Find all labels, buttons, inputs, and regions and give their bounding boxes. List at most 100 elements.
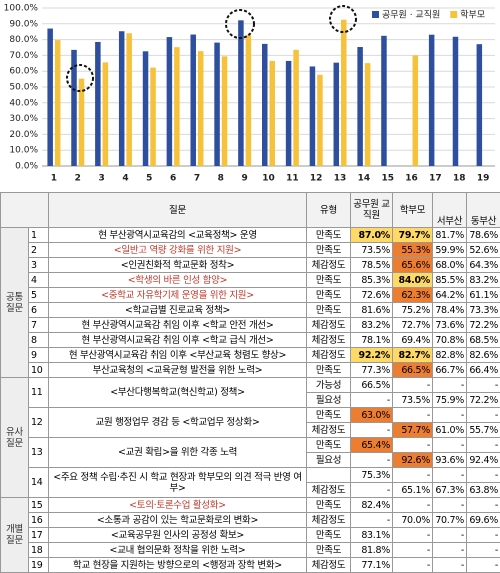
question: 학교 현장을 지원하는 방향으로의 <행정과 장학 변화>	[49, 558, 307, 573]
value-cell: 72.6%	[351, 288, 393, 303]
question: 현 부산광역시교육감 취임 이후 <학교 급식 개선>	[49, 333, 307, 348]
type: 체감정도	[307, 318, 351, 333]
value-cell: -	[393, 498, 433, 513]
x-tick-label: 7	[194, 174, 200, 184]
y-tick-label: 0.0%	[15, 162, 38, 172]
x-tick-label: 17	[429, 174, 442, 184]
x-tick-label: 19	[477, 174, 490, 184]
value-cell: -	[393, 543, 433, 558]
x-tick-label: 10	[262, 174, 275, 184]
type: 만족도	[307, 288, 351, 303]
question: <교육공무원 인사의 공정성 확보>	[49, 528, 307, 543]
row-number: 17	[29, 528, 49, 543]
row-number: 10	[29, 363, 49, 378]
value-cell: 81.6%	[351, 303, 393, 318]
question: <토의·토론수업 활성화>	[49, 498, 307, 513]
type: 만족도	[307, 303, 351, 318]
row-number: 5	[29, 288, 49, 303]
type	[307, 468, 351, 483]
question: <소통과 공감이 있는 학교문화로의 변화>	[49, 513, 307, 528]
row-number: 7	[29, 318, 49, 333]
type: 체감정도	[307, 483, 351, 498]
value-cell: 92.2%	[351, 348, 393, 363]
header-cell: 공무원 교직원	[351, 193, 393, 228]
type: 체감정도	[307, 348, 351, 363]
value-cell: 67.3%	[433, 483, 467, 498]
bar	[270, 61, 276, 166]
header-cell: 학부모	[393, 193, 433, 228]
type: 만족도	[307, 243, 351, 258]
question: <일반고 역량 강화를 위한 지원>	[49, 243, 307, 258]
bar	[381, 36, 387, 166]
value-cell: -	[393, 438, 433, 453]
bar	[214, 43, 220, 166]
value-cell: 72.2%	[467, 318, 500, 333]
y-tick-label: 70.0%	[9, 51, 38, 61]
value-cell: 82.6%	[467, 348, 500, 363]
x-tick-label: 2	[75, 174, 81, 184]
group-label: 유사 질문	[1, 378, 29, 498]
value-cell: 70.0%	[393, 513, 433, 528]
y-tick-label: 30.0%	[9, 114, 38, 124]
bar	[47, 29, 53, 166]
value-cell: 78.4%	[433, 303, 467, 318]
value-cell: 70.7%	[433, 513, 467, 528]
value-cell: -	[433, 408, 467, 423]
bar	[334, 63, 340, 166]
group-label: 개별 질문	[1, 498, 29, 573]
type: 만족도	[307, 408, 351, 423]
value-cell: 85.3%	[351, 273, 393, 288]
bar	[222, 56, 228, 166]
bar	[246, 35, 252, 166]
value-cell: 93.6%	[433, 453, 467, 468]
row-number: 1	[29, 228, 49, 243]
y-tick-label: 40.0%	[9, 98, 38, 108]
value-cell: 62.3%	[393, 288, 433, 303]
value-cell: -	[351, 423, 393, 438]
row-number: 6	[29, 303, 49, 318]
x-tick-label: 12	[310, 174, 323, 184]
bar	[167, 37, 173, 166]
value-cell: 65.6%	[393, 258, 433, 273]
bar	[238, 20, 244, 166]
bar	[357, 47, 363, 166]
value-cell: -	[467, 468, 500, 483]
value-cell: 83.2%	[467, 273, 500, 288]
type: 만족도	[307, 543, 351, 558]
value-cell: 81.7%	[433, 228, 467, 243]
type: 만족도	[307, 363, 351, 378]
value-cell: 73.6%	[433, 318, 467, 333]
x-tick-label: 1	[51, 174, 57, 184]
value-cell: 81.8%	[351, 543, 393, 558]
x-tick-label: 11	[286, 174, 299, 184]
legend-label: 학부모	[460, 10, 485, 21]
y-tick-label: 60.0%	[9, 67, 38, 77]
question: 교원 행정업무 경감 등 <학교업무 정상화>	[49, 408, 307, 438]
bar	[310, 66, 316, 166]
x-tick-label: 13	[334, 174, 347, 184]
value-cell: 66.4%	[467, 363, 500, 378]
value-cell: -	[433, 438, 467, 453]
value-cell: -	[433, 378, 467, 393]
y-tick-label: 80.0%	[9, 35, 38, 45]
row-number: 15	[29, 498, 49, 513]
value-cell: 72.7%	[393, 318, 433, 333]
type: 체감정도	[307, 423, 351, 438]
value-cell: 73.3%	[467, 303, 500, 318]
value-cell: -	[433, 468, 467, 483]
bar	[126, 33, 131, 166]
question: 부산교육청의 <교육균형 발전을 위한 노력>	[49, 363, 307, 378]
row-number: 13	[29, 438, 49, 468]
question: <중학교 자유학기제 운영을 위한 지원>	[49, 288, 307, 303]
